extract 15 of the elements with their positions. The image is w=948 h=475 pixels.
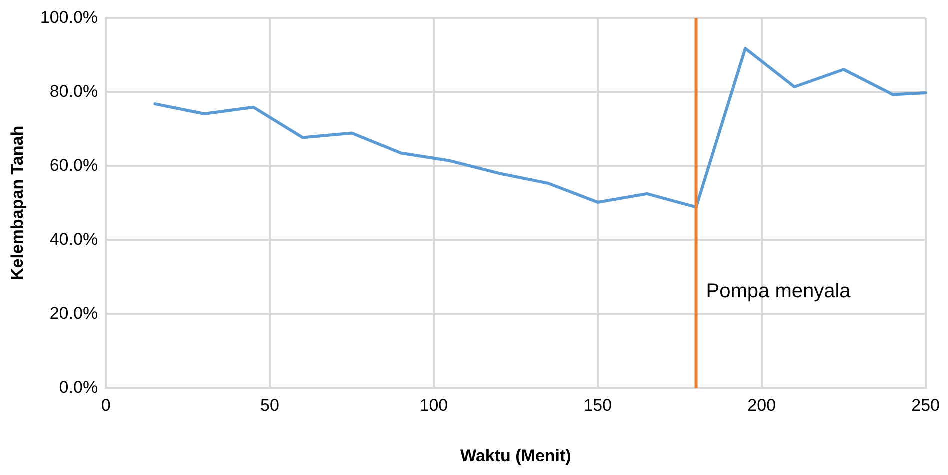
y-tick-label: 60.0% [50, 156, 98, 175]
x-tick-label: 50 [260, 396, 280, 416]
x-tick-label: 200 [748, 396, 776, 416]
x-tick-label: 150 [584, 396, 612, 416]
y-tick-label: 0.0% [59, 378, 98, 397]
ref-line-label: Pompa menyala [706, 280, 852, 303]
x-axis-title: Waktu (Menit) [460, 446, 572, 466]
y-tick-label: 80.0% [50, 82, 98, 101]
x-tick-label: 250 [912, 396, 940, 416]
x-tick-label: 100 [420, 396, 448, 416]
y-tick-label: 20.0% [50, 304, 98, 323]
y-tick-label: 100.0% [40, 8, 98, 27]
y-tick-label: 40.0% [50, 230, 98, 249]
y-axis-title: Kelembapan Tanah [8, 126, 27, 281]
x-tick-label: 0 [101, 396, 111, 416]
